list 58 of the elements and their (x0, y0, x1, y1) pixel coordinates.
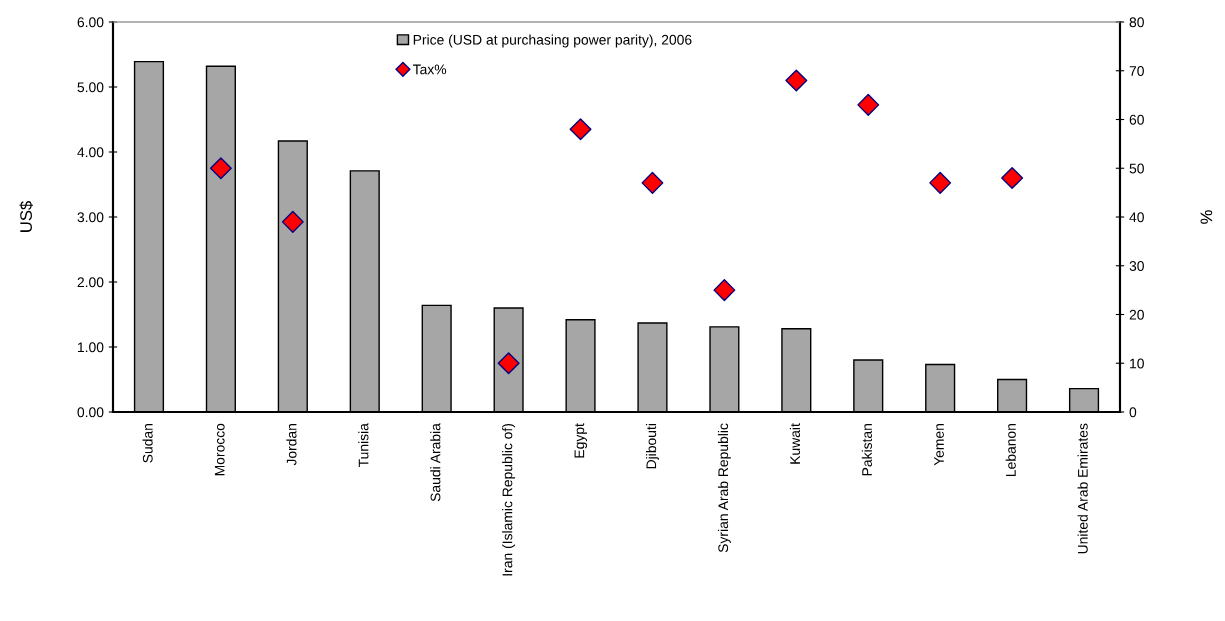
point (857, 93, 880, 116)
y2-tick-label: 20 (1129, 309, 1144, 320)
y-tick-label: 3.00 (77, 212, 104, 223)
bar (1068, 387, 1100, 412)
bar (421, 304, 452, 412)
point (929, 171, 952, 194)
y2-tick-label: 30 (1129, 261, 1144, 271)
x-tick-label: Pakistan (861, 424, 872, 476)
bar (565, 319, 596, 412)
bar (781, 328, 812, 412)
y-tick-label: 4.00 (77, 147, 104, 158)
legend-label: Price (USD at purchasing power parity), 2006 (413, 34, 692, 48)
x-tick-label: Yemen (934, 424, 944, 466)
y-tick-label: 2.00 (77, 277, 104, 288)
y2-tick-label: 80 (1129, 17, 1144, 28)
y2-tick-label: 70 (1129, 66, 1144, 76)
y-tick-label: 0.00 (77, 407, 104, 418)
y-tick-label: 1.00 (78, 342, 104, 353)
point (569, 118, 592, 141)
point (641, 171, 664, 194)
point (713, 279, 736, 302)
point (785, 69, 808, 92)
bar (205, 65, 236, 412)
bar (637, 322, 668, 412)
bar (853, 359, 884, 412)
x-tick-label: Iran (Islamic Republic of) (502, 423, 516, 576)
x-tick-label: Djibouti (645, 424, 659, 469)
y-axis-title: US$ (19, 201, 33, 232)
legend-label: Tax% (412, 64, 447, 75)
x-tick-label: Tunisia (358, 423, 369, 468)
x-tick-label: Egypt (574, 423, 588, 458)
bar (277, 140, 308, 412)
point (1001, 167, 1024, 189)
x-tick-label: Jordan (286, 424, 297, 466)
point (497, 352, 520, 375)
bar (133, 60, 165, 412)
x-tick-label: Syrian Arab Republic (717, 423, 731, 553)
bar (349, 170, 380, 412)
y2-tick-label: 60 (1129, 114, 1144, 125)
bar (493, 307, 524, 412)
y-tick-label: 6.00 (77, 17, 104, 28)
y2-tick-label: 50 (1129, 163, 1144, 174)
point (281, 210, 304, 233)
y2-tick-label: 10 (1130, 358, 1144, 369)
x-tick-label: Kuwait (789, 423, 801, 464)
bar (997, 378, 1028, 412)
x-tick-label: United Arab Emirates (1077, 423, 1088, 554)
x-tick-label: Morocco (214, 423, 225, 476)
x-tick-label: Saudi Arabia (430, 423, 441, 502)
bar (925, 363, 956, 412)
y-tick-label: 5.00 (77, 82, 104, 93)
point (209, 157, 232, 180)
x-tick-label: Lebanon (1005, 424, 1016, 477)
y2-axis-title: % (1200, 210, 1213, 224)
y2-tick-label: 0 (1129, 407, 1137, 418)
y2-tick-label: 40 (1129, 212, 1144, 223)
x-tick-label: Sudan (142, 424, 153, 463)
bar (709, 326, 740, 412)
